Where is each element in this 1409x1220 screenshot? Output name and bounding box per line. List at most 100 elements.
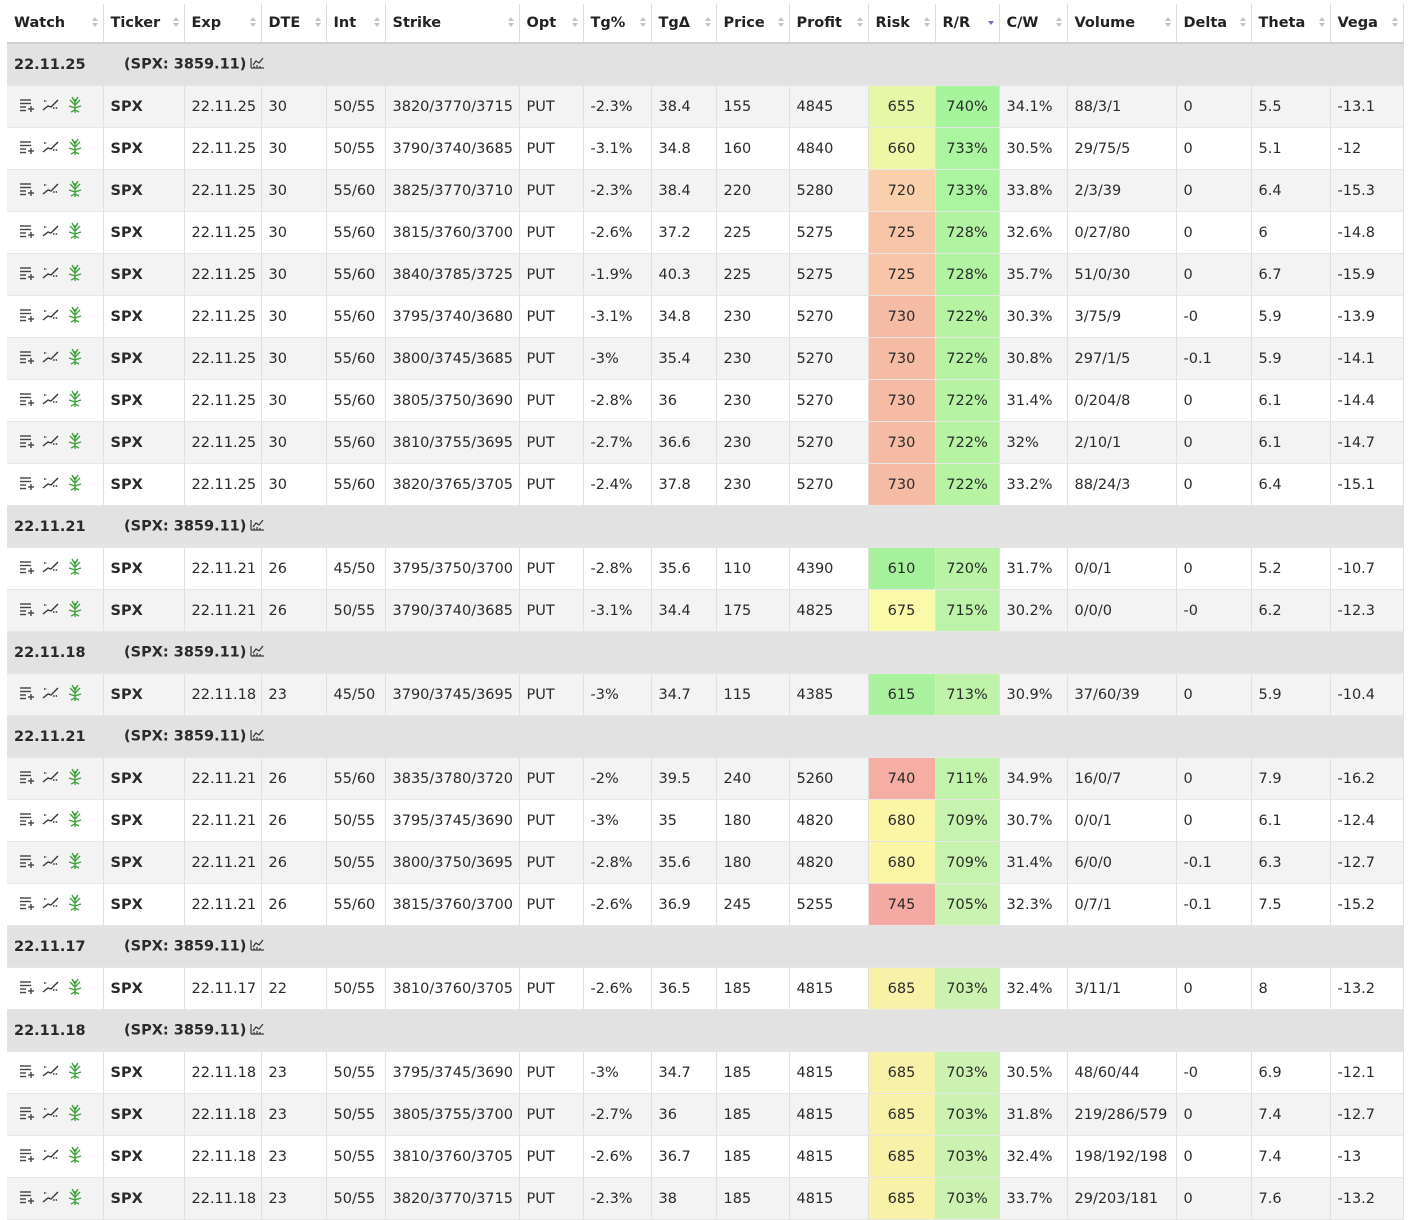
column-header-vega[interactable]: Vega [1330,4,1404,44]
add-to-watchlist-icon[interactable] [19,350,35,368]
analyze-icon[interactable] [67,348,83,370]
add-to-watchlist-icon[interactable] [19,434,35,452]
chart-icon[interactable] [42,350,60,368]
chart-icon[interactable] [42,1064,60,1082]
column-header-int[interactable]: Int [326,4,386,44]
analyze-icon[interactable] [67,264,83,286]
chart-icon[interactable] [42,1148,60,1166]
add-to-watchlist-icon[interactable] [19,182,35,200]
analyze-icon[interactable] [67,894,83,916]
table-row[interactable]: SPX 22.11.25 30 55/60 3810/3755/3695 PUT -2.7%… [7,421,1404,464]
column-header-profit[interactable]: Profit [789,4,869,44]
column-header-tgd[interactable]: TgΔ [651,4,717,44]
column-header-ticker[interactable]: Ticker [103,4,185,44]
analyze-icon[interactable] [67,96,83,118]
chart-icon[interactable] [42,1106,60,1124]
table-row[interactable]: SPX 22.11.25 30 55/60 3825/3770/3710 PUT -2.3%… [7,169,1404,212]
add-to-watchlist-icon[interactable] [19,98,35,116]
chart-icon[interactable] [42,476,60,494]
table-row[interactable]: SPX 22.11.25 30 55/60 3795/3740/3680 PUT -3.1%… [7,295,1404,338]
chart-icon[interactable] [42,140,60,158]
table-row[interactable]: SPX 22.11.25 30 50/55 3820/3770/3715 PUT -2.3%… [7,85,1404,128]
table-row[interactable]: SPX 22.11.25 30 55/60 3805/3750/3690 PUT -2.8%… [7,379,1404,422]
chart-icon[interactable] [42,980,60,998]
table-row[interactable]: SPX 22.11.21 26 55/60 3835/3780/3720 PUT -2% 39… [7,757,1404,800]
column-header-cw[interactable]: C/W [999,4,1068,44]
table-row[interactable]: SPX 22.11.18 23 45/50 3790/3745/3695 PUT -3% 34… [7,673,1404,716]
add-to-watchlist-icon[interactable] [19,1064,35,1082]
table-row[interactable]: SPX 22.11.25 30 50/55 3790/3740/3685 PUT -3.1%… [7,127,1404,170]
analyze-icon[interactable] [67,180,83,202]
chart-icon[interactable] [42,224,60,242]
add-to-watchlist-icon[interactable] [19,560,35,578]
column-header-rr[interactable]: R/R [935,4,1000,44]
chart-icon[interactable] [42,1190,60,1208]
column-header-theta[interactable]: Theta [1251,4,1331,44]
chart-icon[interactable] [42,602,60,620]
add-to-watchlist-icon[interactable] [19,980,35,998]
analyze-icon[interactable] [67,558,83,580]
add-to-watchlist-icon[interactable] [19,1148,35,1166]
add-to-watchlist-icon[interactable] [19,854,35,872]
table-row[interactable]: SPX 22.11.21 26 50/55 3790/3740/3685 PUT -3.1%… [7,589,1404,632]
table-row[interactable]: SPX 22.11.18 23 50/55 3805/3755/3700 PUT -2.7%… [7,1093,1404,1136]
add-to-watchlist-icon[interactable] [19,140,35,158]
column-header-delta[interactable]: Delta [1176,4,1252,44]
column-header-opt[interactable]: Opt [519,4,584,44]
column-header-watch[interactable]: Watch [7,4,104,44]
add-to-watchlist-icon[interactable] [19,686,35,704]
spx-chart-icon[interactable] [250,518,265,535]
analyze-icon[interactable] [67,390,83,412]
add-to-watchlist-icon[interactable] [19,1106,35,1124]
add-to-watchlist-icon[interactable] [19,602,35,620]
column-header-price[interactable]: Price [716,4,790,44]
analyze-icon[interactable] [67,306,83,328]
table-row[interactable]: SPX 22.11.25 30 55/60 3840/3785/3725 PUT -1.9%… [7,253,1404,296]
analyze-icon[interactable] [67,1188,83,1210]
add-to-watchlist-icon[interactable] [19,476,35,494]
table-row[interactable]: SPX 22.11.21 26 45/50 3795/3750/3700 PUT -2.8%… [7,547,1404,590]
table-row[interactable]: SPX 22.11.21 26 55/60 3815/3760/3700 PUT -2.6%… [7,883,1404,926]
analyze-icon[interactable] [67,432,83,454]
chart-icon[interactable] [42,812,60,830]
analyze-icon[interactable] [67,474,83,496]
chart-icon[interactable] [42,560,60,578]
add-to-watchlist-icon[interactable] [19,392,35,410]
table-row[interactable]: SPX 22.11.25 30 55/60 3800/3745/3685 PUT -3% 35… [7,337,1404,380]
add-to-watchlist-icon[interactable] [19,308,35,326]
analyze-icon[interactable] [67,1062,83,1084]
column-header-tgp[interactable]: Tg% [583,4,652,44]
table-row[interactable]: SPX 22.11.18 23 50/55 3795/3745/3690 PUT -3% 34… [7,1051,1404,1094]
analyze-icon[interactable] [67,978,83,1000]
analyze-icon[interactable] [67,684,83,706]
column-header-exp[interactable]: Exp [184,4,262,44]
column-header-strike[interactable]: Strike [385,4,520,44]
chart-icon[interactable] [42,770,60,788]
analyze-icon[interactable] [67,810,83,832]
column-header-risk[interactable]: Risk [868,4,936,44]
spx-chart-icon[interactable] [250,728,265,745]
spx-chart-icon[interactable] [250,56,265,73]
chart-icon[interactable] [42,392,60,410]
table-row[interactable]: SPX 22.11.25 30 55/60 3820/3765/3705 PUT -2.4%… [7,463,1404,506]
table-row[interactable]: SPX 22.11.21 26 50/55 3795/3745/3690 PUT -3% 35… [7,799,1404,842]
analyze-icon[interactable] [67,600,83,622]
add-to-watchlist-icon[interactable] [19,770,35,788]
chart-icon[interactable] [42,896,60,914]
chart-icon[interactable] [42,434,60,452]
chart-icon[interactable] [42,266,60,284]
add-to-watchlist-icon[interactable] [19,1190,35,1208]
spx-chart-icon[interactable] [250,1022,265,1039]
table-row[interactable]: SPX 22.11.17 22 50/55 3810/3760/3705 PUT -2.6%… [7,967,1404,1010]
add-to-watchlist-icon[interactable] [19,812,35,830]
analyze-icon[interactable] [67,222,83,244]
add-to-watchlist-icon[interactable] [19,266,35,284]
table-row[interactable]: SPX 22.11.25 30 55/60 3815/3760/3700 PUT -2.6%… [7,211,1404,254]
chart-icon[interactable] [42,308,60,326]
chart-icon[interactable] [42,182,60,200]
table-row[interactable]: SPX 22.11.18 23 50/55 3820/3770/3715 PUT -2.3%… [7,1177,1404,1220]
column-header-volume[interactable]: Volume [1067,4,1177,44]
analyze-icon[interactable] [67,852,83,874]
table-row[interactable]: SPX 22.11.18 23 50/55 3810/3760/3705 PUT -2.6%… [7,1135,1404,1178]
analyze-icon[interactable] [67,1146,83,1168]
